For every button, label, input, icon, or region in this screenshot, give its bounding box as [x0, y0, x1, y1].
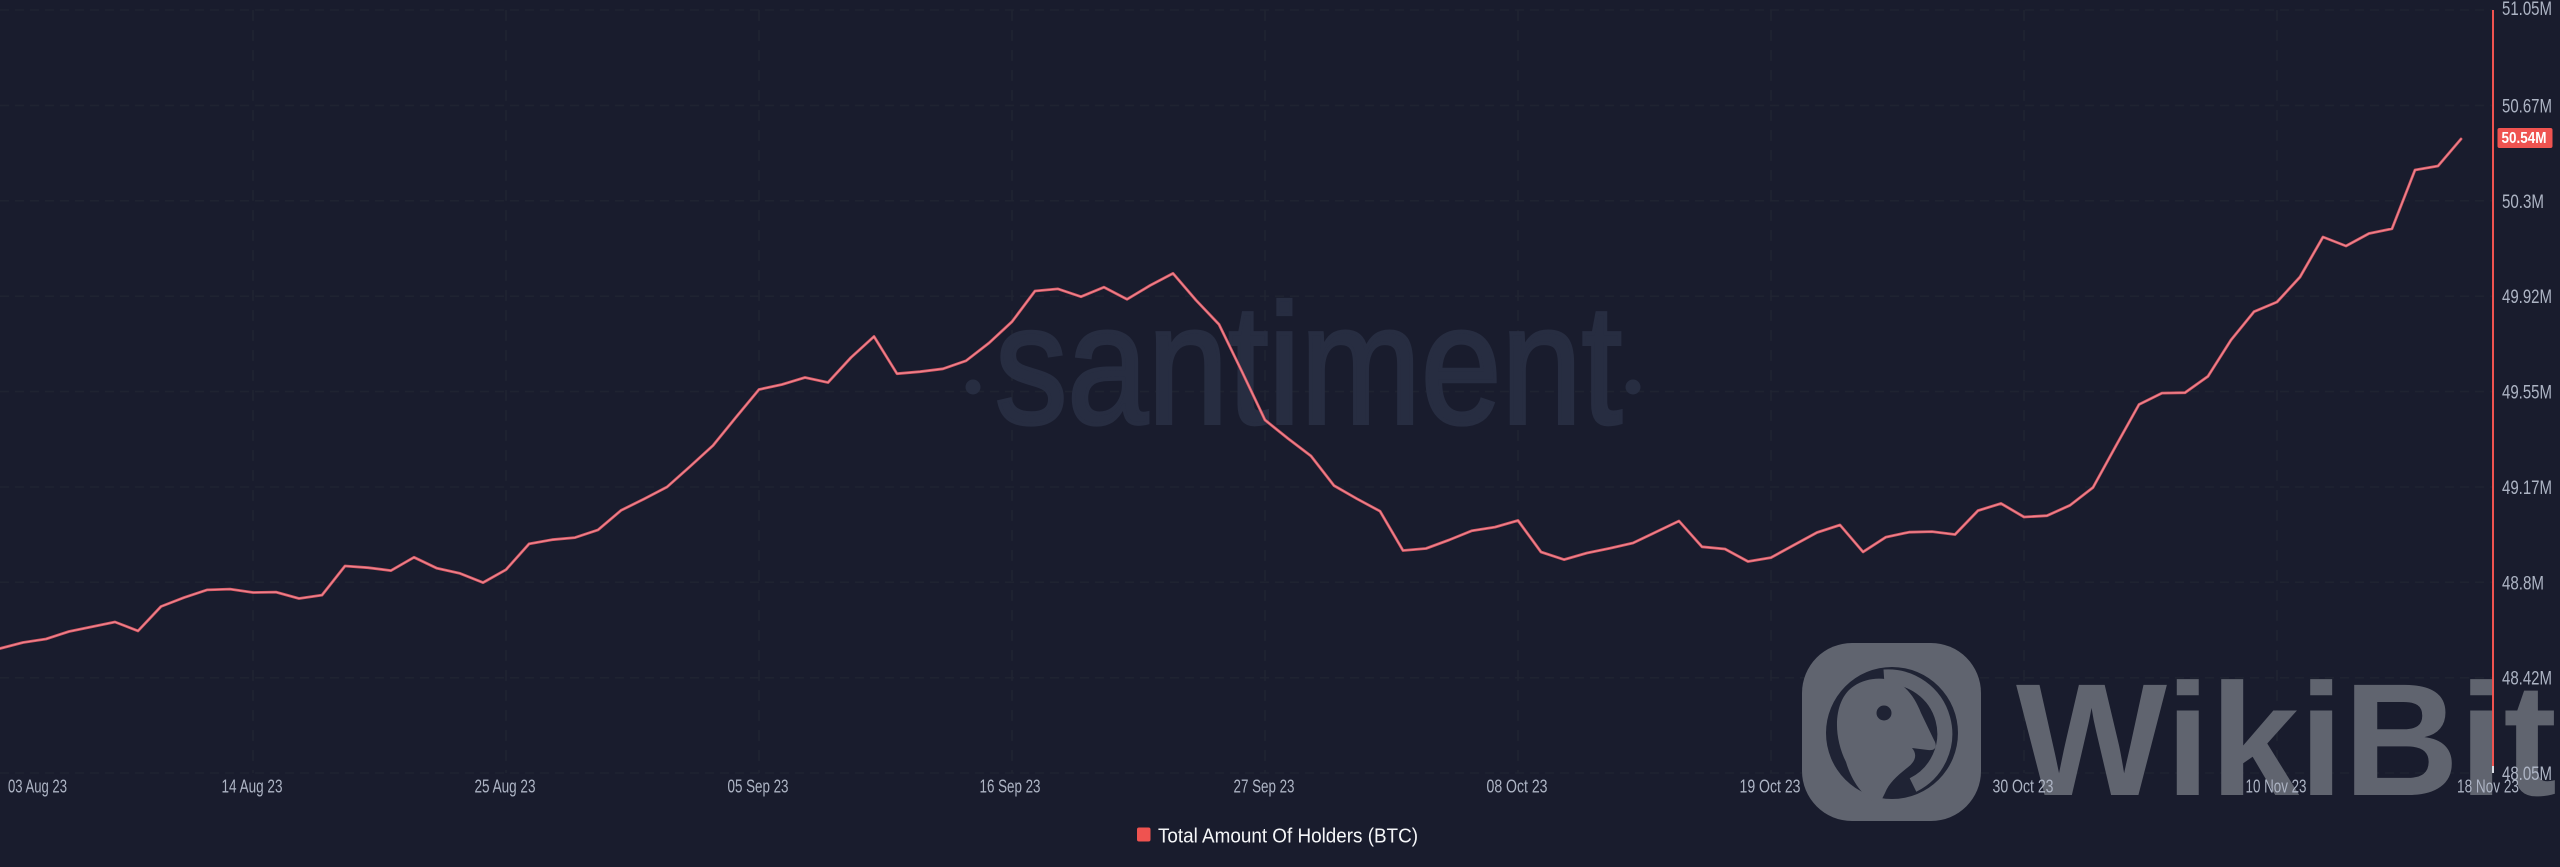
svg-text:50.54M: 50.54M	[2502, 130, 2547, 147]
svg-text:49.17M: 49.17M	[2502, 478, 2552, 499]
svg-text:27 Sep 23: 27 Sep 23	[1234, 777, 1295, 797]
svg-text:03 Aug 23: 03 Aug 23	[8, 777, 67, 797]
svg-text:49.92M: 49.92M	[2502, 287, 2552, 308]
svg-text:30 Oct 23: 30 Oct 23	[1993, 777, 2054, 797]
svg-text:18 Nov 23: 18 Nov 23	[2457, 777, 2519, 797]
svg-text:santiment: santiment	[995, 270, 1622, 460]
svg-text:48.42M: 48.42M	[2502, 669, 2552, 690]
svg-text:25 Aug 23: 25 Aug 23	[475, 777, 536, 797]
svg-text:19 Oct 23: 19 Oct 23	[1740, 777, 1801, 797]
svg-text:16 Sep 23: 16 Sep 23	[980, 777, 1041, 797]
svg-text:10 Nov 23: 10 Nov 23	[2246, 777, 2307, 797]
svg-text:48.05M: 48.05M	[2502, 764, 2552, 785]
svg-text:WikiBit: WikiBit	[2016, 650, 2557, 829]
svg-text:51.05M: 51.05M	[2502, 0, 2552, 20]
svg-text:48.8M: 48.8M	[2502, 573, 2544, 594]
svg-text:08 Oct 23: 08 Oct 23	[1487, 777, 1548, 797]
svg-text:50.67M: 50.67M	[2502, 96, 2552, 117]
svg-text:Total Amount Of Holders (BTC): Total Amount Of Holders (BTC)	[1158, 825, 1418, 848]
svg-text:49.55M: 49.55M	[2502, 383, 2552, 404]
svg-text:14 Aug 23: 14 Aug 23	[222, 777, 283, 797]
svg-text:05 Sep 23: 05 Sep 23	[728, 777, 789, 797]
svg-text:50.3M: 50.3M	[2502, 192, 2544, 213]
